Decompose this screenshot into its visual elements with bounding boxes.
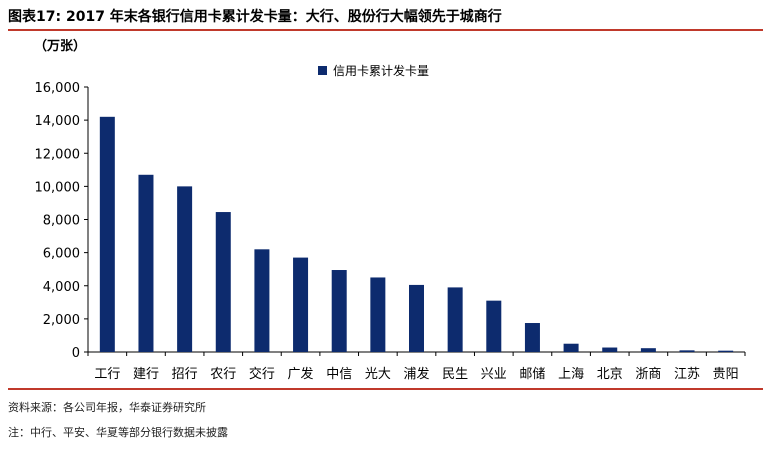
x-tick-label: 建行	[133, 367, 159, 382]
figure-label: 图表17:	[8, 9, 62, 25]
x-tick-label: 上海	[558, 367, 584, 382]
y-tick-label: 6,000	[43, 247, 80, 262]
y-tick-label: 10,000	[35, 180, 81, 195]
bar-chart: （万张） 信用卡累计发卡量 0 2,000 4,000 6,000 8,000 10,000 1…	[34, 38, 746, 382]
x-tick-label: 中信	[326, 367, 352, 382]
bottom-rule	[8, 388, 763, 390]
x-tick-label: 浦发	[403, 366, 429, 382]
bar-贵阳	[718, 350, 734, 352]
x-tick-label: 兴业	[481, 367, 507, 382]
bar-浦发	[409, 284, 424, 352]
y-tick-label: 4,000	[43, 280, 80, 295]
x-tick-label: 浙商	[635, 367, 661, 382]
bar-建行	[138, 174, 154, 352]
figure-title: 图表17: 2017 年末各银行信用卡累计发卡量：大行、股份行大幅领先于城商行	[8, 6, 502, 26]
bar-广发	[293, 257, 309, 352]
x-tick-label: 贵阳	[713, 367, 739, 382]
source-note: 资料来源：各公司年报，华泰证券研究所	[8, 401, 206, 414]
bar-兴业	[486, 300, 502, 352]
figure-title-text: 2017 年末各银行信用卡累计发卡量：大行、股份行大幅领先于城商行	[65, 9, 502, 25]
bar-招行	[177, 186, 193, 352]
x-tick-label: 农行	[210, 367, 236, 382]
bar-邮储	[524, 323, 540, 352]
y-tick-label: 8,000	[43, 214, 80, 229]
y-unit-label: （万张）	[34, 38, 86, 54]
bar-浙商	[640, 348, 656, 352]
legend-label: 信用卡累计发卡量	[333, 63, 429, 78]
x-tick-label: 民生	[442, 367, 468, 382]
legend-swatch	[318, 66, 327, 75]
footnote: 注：中行、平安、华夏等部分银行数据未披露	[8, 426, 228, 439]
bar-北京	[602, 347, 618, 352]
y-tick-label: 12,000	[35, 147, 81, 162]
y-tick-label: 2,000	[43, 313, 80, 328]
y-tick-label: 0	[72, 346, 80, 361]
y-tick-label: 16,000	[35, 81, 81, 96]
x-tick-label: 工行	[94, 367, 120, 382]
x-tick-label: 广发	[288, 366, 314, 382]
bar-光大	[370, 277, 386, 352]
bar-上海	[563, 343, 579, 352]
bar-工行	[99, 116, 115, 352]
bar-交行	[254, 249, 270, 352]
x-tick-label: 招行	[172, 367, 198, 382]
top-rule	[8, 29, 763, 31]
x-tick-label: 邮储	[519, 367, 545, 382]
bar-中信	[331, 270, 347, 352]
x-tick-label: 北京	[597, 367, 623, 382]
x-tick-label: 交行	[249, 366, 275, 382]
x-tick-label: 光大	[365, 367, 391, 382]
bar-农行	[215, 212, 231, 352]
bar-江苏	[679, 350, 695, 352]
x-tick-label: 江苏	[674, 366, 700, 382]
bar-民生	[447, 287, 463, 352]
y-tick-label: 14,000	[35, 114, 81, 129]
